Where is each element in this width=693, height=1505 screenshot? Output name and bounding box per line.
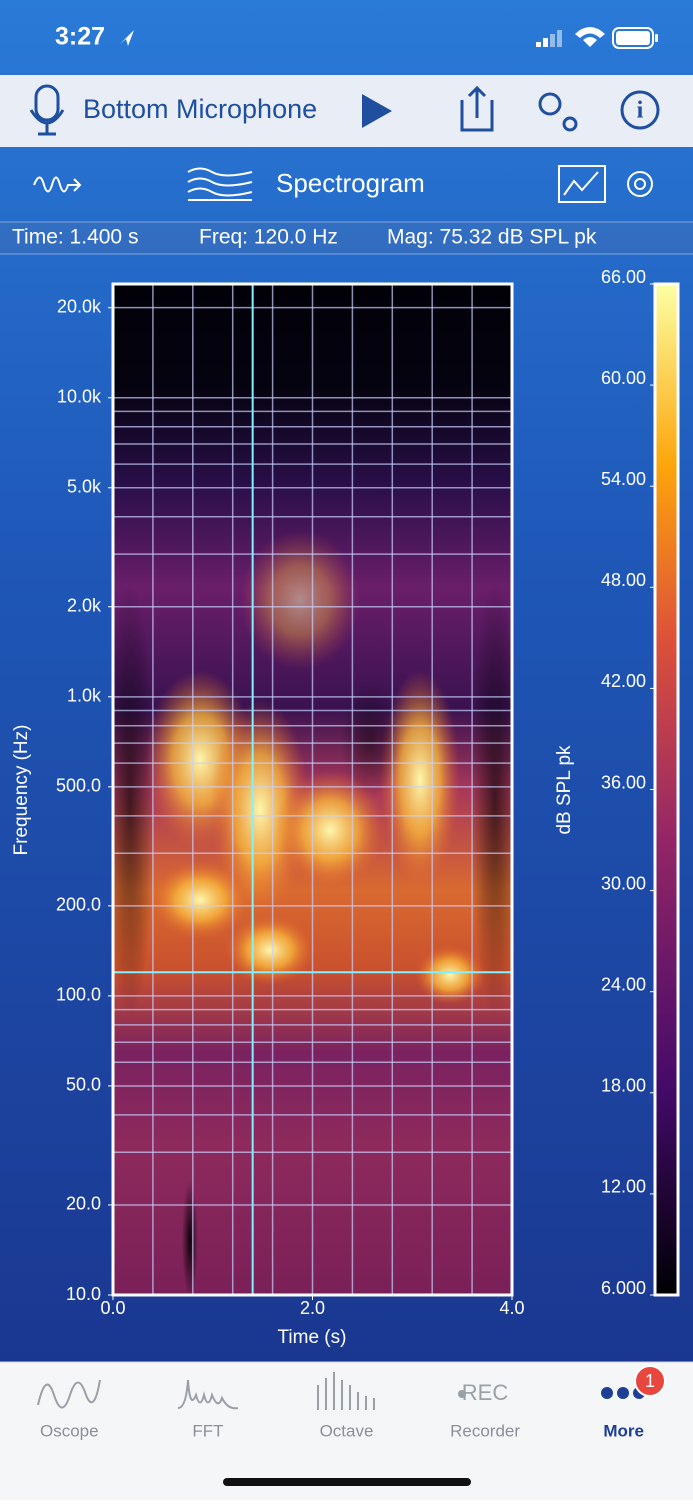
play-button[interactable]	[362, 94, 392, 128]
home-indicator	[223, 1478, 471, 1486]
location-icon	[120, 30, 134, 46]
y-tick-label: 200.0	[56, 895, 101, 915]
colorbar-tick-label: 54.00	[601, 469, 646, 489]
tab-icons	[37, 1372, 375, 1410]
colorbar-tick-label: 30.00	[601, 873, 646, 893]
colorbar-tick-label: 66.00	[601, 267, 646, 287]
colorbar-tick-label: 36.00	[601, 772, 646, 792]
readout-mag: Mag: 75.32 dB SPL pk	[387, 226, 597, 249]
y-tick-label: 2.0k	[67, 596, 102, 616]
spectrogram-icon	[187, 167, 253, 201]
readout-bar	[0, 222, 693, 254]
plot: 10.0 20.0 50.0 100.0 200.0 500.0 1.0k 2.0k 5.0k 1…	[56, 267, 655, 1318]
x-axis-label: Time (s)	[278, 1327, 347, 1348]
toolbar	[0, 75, 693, 147]
y-tick-label: 5.0k	[67, 477, 102, 497]
tab-label[interactable]: Octave	[320, 1421, 374, 1440]
colorbar-tick-label: 6.000	[601, 1278, 646, 1298]
plot-frame	[111, 282, 514, 1297]
y-tick-label: 10.0k	[57, 386, 102, 406]
view-settings-icon[interactable]	[627, 171, 653, 197]
tab-label[interactable]: FFT	[192, 1421, 223, 1440]
readout-time: Time: 1.400 s	[12, 226, 138, 249]
status-icons	[536, 27, 658, 49]
rec-dot	[458, 1390, 466, 1398]
y-tick-label: 20.0	[66, 1194, 101, 1214]
info-icon[interactable]	[620, 90, 660, 130]
view-title: Spectrogram	[276, 168, 425, 198]
tab-label[interactable]: Recorder	[450, 1421, 520, 1440]
clock: 3:27	[55, 23, 105, 51]
mic-icon[interactable]	[34, 84, 60, 122]
readout-freq: Freq: 120.0 Hz	[199, 226, 338, 249]
y-tick-label: 100.0	[56, 985, 101, 1005]
y-tick-label: 500.0	[56, 776, 101, 796]
chart-icon[interactable]	[558, 165, 606, 203]
colorbar-tick-label: 48.00	[601, 570, 646, 590]
rec-icon: REC	[462, 1380, 509, 1405]
colorbar-tick-label: 12.00	[601, 1177, 646, 1197]
colorbar-tick-label: 24.00	[601, 974, 646, 994]
x-tick-label: 4.0	[499, 1298, 524, 1318]
tab-label[interactable]: More	[603, 1421, 644, 1440]
colorbar-tick-label: 60.00	[601, 368, 646, 388]
y-tick-label: 20.0k	[57, 296, 102, 316]
info-glyph: i	[637, 98, 644, 124]
colorbar-tick-label: 42.00	[601, 671, 646, 691]
toolbar-icons	[29, 84, 660, 136]
view-icons	[33, 165, 653, 203]
y-axis-label: Frequency (Hz)	[11, 725, 32, 856]
source-label[interactable]: Bottom Microphone	[83, 94, 317, 124]
y-tick-label: 1.0k	[67, 686, 102, 706]
x-tick-label: 0.0	[100, 1298, 125, 1318]
x-tick-label: 2.0	[300, 1298, 325, 1318]
tab-label[interactable]: Oscope	[40, 1421, 99, 1440]
settings-icon[interactable]	[538, 92, 562, 116]
y-tick-label: 10.0	[66, 1284, 101, 1304]
badge-count: 1	[645, 1371, 655, 1391]
y-tick-label: 50.0	[66, 1075, 101, 1095]
badge	[634, 1365, 666, 1397]
share-icon[interactable]	[460, 85, 494, 132]
colorbar	[653, 282, 680, 1297]
waveform-icon[interactable]	[33, 176, 82, 193]
tab-bar	[0, 1362, 693, 1500]
colorbar-tick-label: 18.00	[601, 1076, 646, 1096]
colorbar-label: dB SPL pk	[554, 745, 575, 835]
